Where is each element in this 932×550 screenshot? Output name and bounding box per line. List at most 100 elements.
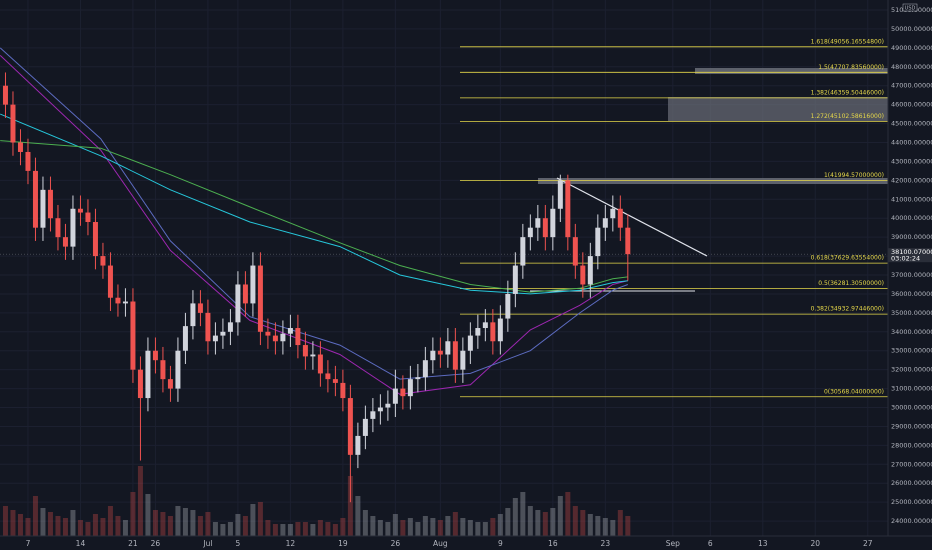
- volume-bar: [100, 518, 106, 536]
- candle-layer: [2, 72, 631, 503]
- volume-bar: [587, 514, 593, 536]
- volume-bar: [115, 516, 121, 536]
- candle-body: [625, 227, 631, 255]
- volume-bar: [265, 520, 271, 536]
- candle-body: [220, 331, 226, 336]
- volume-bar: [580, 510, 586, 536]
- candle-body: [527, 227, 533, 238]
- volume-bar: [175, 506, 181, 536]
- candle-body: [392, 388, 398, 404]
- candle-body: [205, 312, 211, 342]
- x-tick-label: 26: [151, 539, 161, 548]
- candle-body: [542, 218, 548, 238]
- y-tick-label: 40000.00000000: [891, 214, 932, 222]
- candle-body: [520, 237, 526, 266]
- candle-body: [430, 350, 436, 361]
- candle-body: [377, 407, 383, 412]
- volume-bar: [242, 516, 248, 536]
- candle-body: [167, 379, 173, 389]
- candle-body: [55, 218, 61, 238]
- x-tick-label: 14: [76, 539, 86, 548]
- volume-bar: [340, 518, 346, 536]
- volume-bar: [152, 510, 158, 536]
- y-tick-label: 30000.00000000: [891, 404, 932, 412]
- candle-body: [370, 411, 376, 419]
- volume-bar: [400, 520, 406, 536]
- volume-bar: [145, 494, 151, 536]
- volume-bar: [160, 512, 166, 536]
- candle-body: [422, 360, 428, 378]
- candle-body: [340, 382, 346, 399]
- volume-bar: [272, 524, 278, 536]
- candle-body: [302, 345, 308, 357]
- volume-bar: [475, 522, 481, 536]
- y-tick-label: 42000.00000000: [891, 176, 932, 184]
- fib-label: 0.618(37629.63554000): [811, 255, 884, 262]
- volume-bar: [482, 522, 488, 536]
- candle-body: [610, 208, 616, 219]
- y-tick-label: 41000.00000000: [891, 195, 932, 203]
- y-tick-label: 34000.00000000: [891, 328, 932, 336]
- candle-body: [257, 265, 263, 332]
- y-tick-label: 31000.00000000: [891, 385, 932, 393]
- volume-bar: [227, 522, 233, 536]
- axes-layer: 51000.0000000050000.0000000049000.000000…: [26, 6, 932, 548]
- volume-bar: [250, 504, 256, 536]
- x-tick-label: 6: [708, 539, 713, 548]
- countdown: 03:02:24: [891, 255, 920, 263]
- volume-bar: [257, 502, 263, 536]
- volume-bar: [332, 524, 338, 536]
- candle-body: [107, 265, 113, 298]
- volume-bar: [317, 520, 323, 536]
- trend-line: [556, 177, 708, 257]
- candle-body: [25, 151, 31, 171]
- last-price-box: [888, 248, 932, 263]
- volume-bar: [452, 512, 458, 536]
- candle-body: [287, 328, 293, 334]
- candle-body: [355, 435, 361, 455]
- volume-bar: [490, 518, 496, 536]
- volume-bar: [407, 518, 413, 536]
- y-tick-label: 33000.00000000: [891, 347, 932, 355]
- volume-bar: [220, 524, 226, 536]
- x-tick-label: 26: [391, 539, 401, 548]
- volume-bar: [542, 512, 548, 536]
- candle-body: [152, 350, 158, 361]
- fib-label: 0.5(36281.30500000): [818, 280, 884, 287]
- moving-average: [0, 55, 628, 395]
- candle-body: [17, 142, 23, 152]
- x-tick-label: Sep: [666, 539, 680, 548]
- currency: USD: [905, 5, 916, 11]
- zone-box: [695, 68, 888, 74]
- candle-body: [557, 180, 563, 209]
- y-tick-label: 28000.00000000: [891, 441, 932, 449]
- volume-bar: [287, 524, 293, 536]
- currency-box: [902, 3, 918, 12]
- candle-body: [250, 265, 256, 304]
- candle-body: [115, 297, 121, 304]
- x-tick-label: 5: [236, 539, 241, 548]
- candle-body: [362, 418, 368, 436]
- last-price-label: 38100.07000000: [891, 248, 932, 256]
- y-tick-label: 25000.00000000: [891, 498, 932, 506]
- volume-bar: [62, 518, 68, 536]
- candle-body: [332, 379, 338, 383]
- candle-body: [452, 341, 458, 370]
- volume-bar: [55, 516, 61, 536]
- fib-label: 0(30568.04000000): [824, 388, 884, 395]
- x-tick-label: 16: [548, 539, 558, 548]
- volume-bar: [235, 514, 241, 536]
- y-tick-label: 32000.00000000: [891, 366, 932, 374]
- y-tick-label: 46000.00000000: [891, 101, 932, 109]
- volume-bar: [347, 476, 353, 536]
- candle-body: [572, 237, 578, 266]
- candle-body: [385, 403, 391, 408]
- candle-body: [47, 189, 53, 219]
- fib-label: 1.5(47707.83560000): [818, 64, 884, 71]
- volume-bar: [310, 524, 316, 536]
- y-tick-label: 48000.00000000: [891, 63, 932, 71]
- candle-body: [347, 398, 353, 455]
- volume-bar: [610, 520, 616, 536]
- y-tick-label: 43000.00000000: [891, 157, 932, 165]
- volume-bar: [10, 510, 16, 536]
